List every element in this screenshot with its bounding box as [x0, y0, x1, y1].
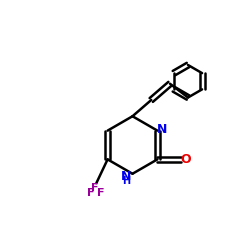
Text: F: F	[91, 183, 99, 193]
Text: F: F	[87, 188, 94, 198]
Text: N: N	[121, 170, 132, 183]
Text: H: H	[122, 176, 130, 186]
Text: N: N	[157, 123, 167, 136]
Text: F: F	[97, 188, 104, 198]
Text: O: O	[181, 153, 192, 166]
